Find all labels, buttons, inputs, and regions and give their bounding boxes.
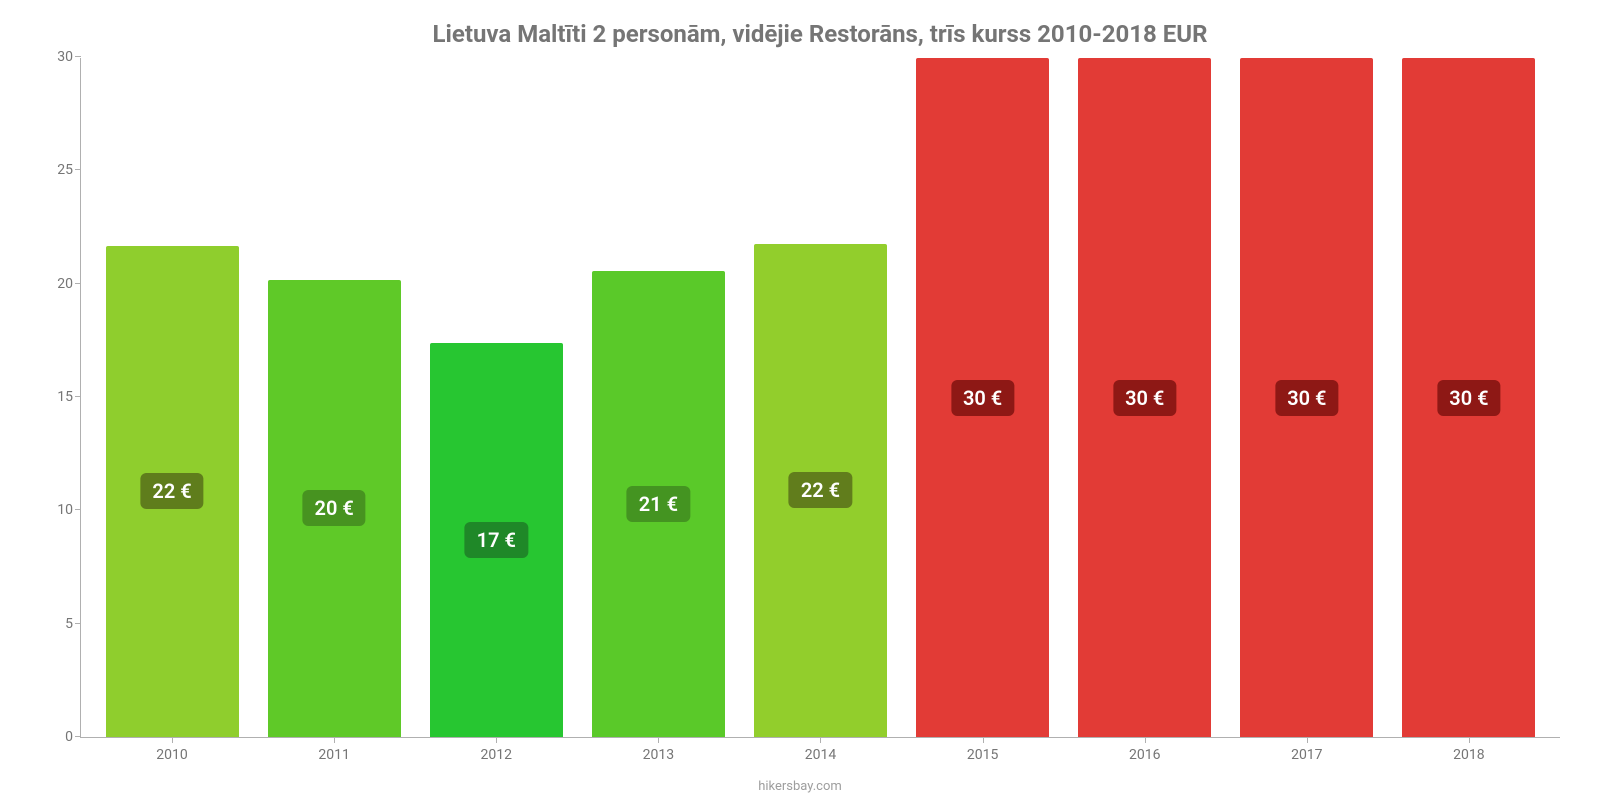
- bar: 22 €: [106, 246, 239, 737]
- y-tick-label: 20: [33, 276, 73, 292]
- y-tick-mark: [75, 623, 81, 624]
- x-tick-label: 2015: [967, 747, 998, 763]
- x-tick-label: 2016: [1129, 747, 1160, 763]
- x-tick-mark: [496, 737, 497, 743]
- y-tick-label: 25: [33, 162, 73, 178]
- chart-container: Lietuva Maltīti 2 personām, vidējie Rest…: [0, 0, 1600, 800]
- x-tick-mark: [1469, 737, 1470, 743]
- x-tick-label: 2013: [643, 747, 674, 763]
- bar-slot: 22 €2014: [739, 58, 901, 737]
- bar: 30 €: [1402, 58, 1535, 737]
- x-tick-label: 2010: [156, 747, 187, 763]
- x-tick-mark: [983, 737, 984, 743]
- bar: 20 €: [268, 280, 401, 737]
- bar: 30 €: [1078, 58, 1211, 737]
- x-tick-mark: [820, 737, 821, 743]
- bar-value-label: 22 €: [140, 473, 203, 509]
- bar-slot: 30 €2017: [1226, 58, 1388, 737]
- y-tick-label: 0: [33, 729, 73, 745]
- bar-slot: 30 €2016: [1064, 58, 1226, 737]
- x-tick-label: 2012: [481, 747, 512, 763]
- y-tick-mark: [75, 509, 81, 510]
- x-tick-label: 2018: [1453, 747, 1484, 763]
- bar-value-label: 30 €: [1437, 380, 1500, 416]
- y-tick-mark: [75, 396, 81, 397]
- credit-text: hikersbay.com: [758, 779, 842, 794]
- bar-slot: 30 €2015: [902, 58, 1064, 737]
- bar-value-label: 30 €: [1275, 380, 1338, 416]
- y-tick-label: 10: [33, 502, 73, 518]
- y-tick-mark: [75, 56, 81, 57]
- bar-value-label: 30 €: [1113, 380, 1176, 416]
- bar-value-label: 17 €: [465, 522, 528, 558]
- bar-slot: 20 €2011: [253, 58, 415, 737]
- y-tick-label: 30: [33, 49, 73, 65]
- bar: 30 €: [916, 58, 1049, 737]
- chart-title: Lietuva Maltīti 2 personām, vidējie Rest…: [80, 20, 1560, 48]
- x-tick-label: 2017: [1291, 747, 1322, 763]
- x-tick-mark: [334, 737, 335, 743]
- bar-slot: 21 €2013: [577, 58, 739, 737]
- x-tick-label: 2014: [805, 747, 836, 763]
- y-tick-mark: [75, 169, 81, 170]
- x-tick-mark: [1307, 737, 1308, 743]
- bars-group: 22 €201020 €201117 €201221 €201322 €2014…: [81, 58, 1560, 737]
- plot-area: 22 €201020 €201117 €201221 €201322 €2014…: [80, 58, 1560, 738]
- bar-slot: 22 €2010: [91, 58, 253, 737]
- bar-value-label: 30 €: [951, 380, 1014, 416]
- bar-value-label: 21 €: [627, 486, 690, 522]
- x-tick-mark: [1145, 737, 1146, 743]
- bar: 17 €: [430, 343, 563, 737]
- y-tick-label: 15: [33, 389, 73, 405]
- bar-slot: 17 €2012: [415, 58, 577, 737]
- x-tick-mark: [172, 737, 173, 743]
- bar: 22 €: [754, 244, 887, 737]
- bar-value-label: 22 €: [789, 472, 852, 508]
- y-tick-label: 5: [33, 616, 73, 632]
- y-tick-mark: [75, 283, 81, 284]
- y-tick-mark: [75, 736, 81, 737]
- bar: 30 €: [1240, 58, 1373, 737]
- bar-slot: 30 €2018: [1388, 58, 1550, 737]
- x-tick-mark: [658, 737, 659, 743]
- bar: 21 €: [592, 271, 725, 737]
- x-tick-label: 2011: [318, 747, 349, 763]
- bar-value-label: 20 €: [303, 490, 366, 526]
